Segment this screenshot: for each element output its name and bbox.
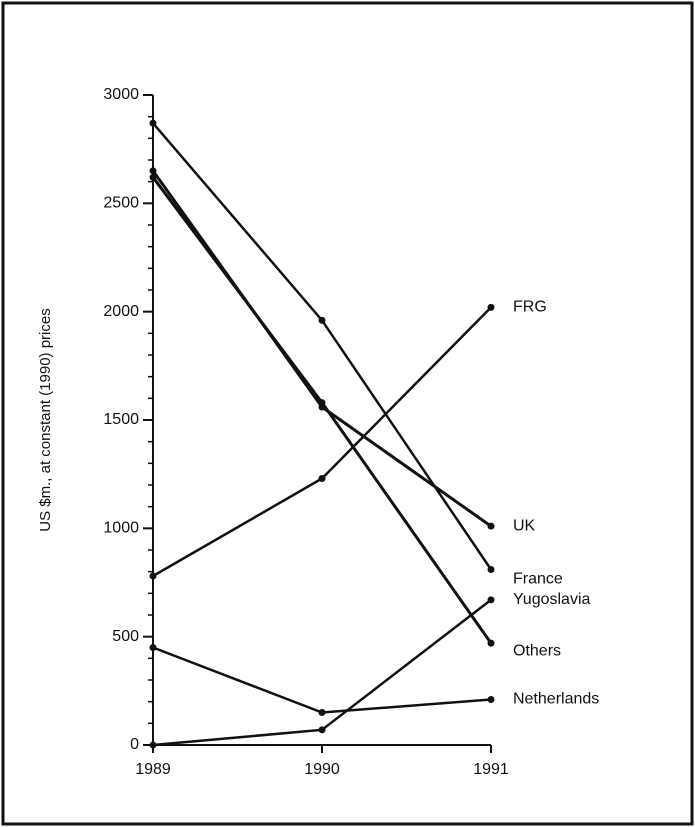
data-point bbox=[149, 572, 157, 580]
data-point bbox=[487, 522, 495, 530]
series-label: Yugoslavia bbox=[513, 591, 590, 608]
y-tick-label: 3000 bbox=[103, 86, 139, 103]
data-point bbox=[318, 475, 326, 482]
x-tick-label: 1989 bbox=[135, 761, 171, 778]
data-point bbox=[149, 741, 157, 749]
x-tick-label: 1990 bbox=[304, 761, 340, 778]
y-tick-label: 0 bbox=[130, 736, 139, 753]
data-point bbox=[149, 644, 157, 651]
data-point bbox=[487, 639, 495, 647]
series-label: Netherlands bbox=[513, 691, 599, 708]
data-point bbox=[149, 173, 157, 181]
data-point bbox=[487, 696, 495, 703]
series-line bbox=[151, 169, 492, 528]
data-point bbox=[149, 167, 157, 175]
x-tick-label: 1991 bbox=[473, 761, 509, 778]
series-label: FRG bbox=[513, 299, 547, 316]
y-tick-label: 500 bbox=[112, 628, 139, 645]
series-label: Others bbox=[513, 642, 561, 659]
y-tick-label: 1000 bbox=[103, 520, 139, 537]
data-point bbox=[318, 726, 326, 734]
y-tick-label: 2000 bbox=[103, 303, 139, 320]
data-point bbox=[318, 399, 326, 407]
series-line bbox=[152, 598, 492, 747]
series-label: UK bbox=[513, 517, 536, 534]
series-label: France bbox=[513, 571, 563, 588]
series-line bbox=[152, 306, 492, 578]
data-point bbox=[318, 316, 326, 324]
data-point bbox=[487, 596, 495, 604]
data-point bbox=[149, 119, 157, 127]
y-tick-label: 1500 bbox=[103, 411, 139, 428]
y-tick-label: 2500 bbox=[103, 195, 139, 212]
data-point bbox=[318, 709, 326, 716]
data-point bbox=[487, 566, 495, 573]
series-line bbox=[152, 122, 493, 571]
data-point bbox=[487, 303, 495, 311]
series-line bbox=[152, 646, 492, 714]
y-axis-label: US $m., at constant (1990) prices bbox=[37, 308, 54, 531]
